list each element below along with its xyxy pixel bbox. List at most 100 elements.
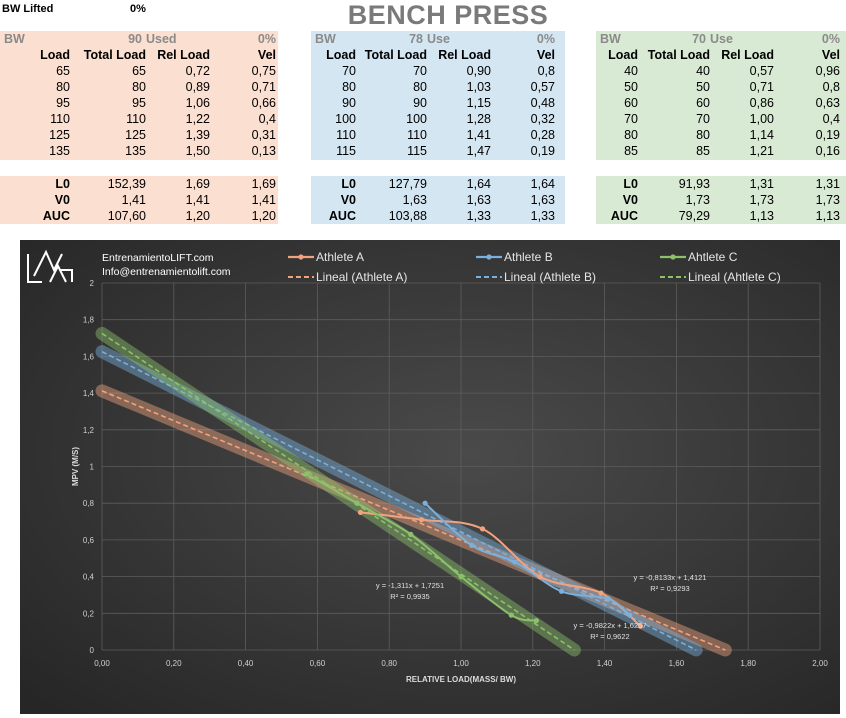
summary-cell: 1,64 (466, 177, 491, 191)
y-tick-label: 1,6 (83, 352, 95, 361)
bw-value: 78 (409, 32, 423, 46)
table-cell: 40 (696, 64, 710, 78)
summary-row: AUC 79,29 1,13 1,13 (596, 208, 846, 224)
summary-cell: 127,79 (388, 177, 427, 191)
summary-label: V0 (622, 193, 638, 207)
table-row: 70 70 0,90 0,8 (311, 63, 565, 79)
table-cell: 1,41 (466, 128, 491, 142)
x-tick-label: 0,00 (94, 659, 110, 668)
legend-trend-label: Lineal (Athlete A) (316, 270, 407, 284)
table-cell: 0,16 (815, 144, 840, 158)
table-cell: 90 (413, 96, 427, 110)
table-row: 65 65 0,72 0,75 (0, 63, 278, 79)
table-cell: 100 (406, 112, 427, 126)
table-row: 70 70 1,00 0,4 (596, 111, 846, 127)
summary-cell: 91,93 (678, 177, 710, 191)
data-point (418, 517, 425, 523)
summary-cell: 79,29 (678, 209, 710, 223)
y-tick-label: 0,4 (83, 573, 95, 582)
x-tick-label: 1,00 (453, 659, 469, 668)
table-cell: 0,4 (258, 112, 276, 126)
data-point (458, 574, 464, 580)
table-row: 80 80 1,03 0,57 (311, 79, 565, 95)
table-cell: 125 (49, 128, 70, 142)
x-tick-label: 1,60 (669, 659, 685, 668)
table-cell: 1,28 (466, 112, 491, 126)
bw-lifted-value: 0% (130, 3, 146, 15)
y-tick-label: 1,8 (83, 316, 95, 325)
x-tick-label: 1,40 (597, 659, 613, 668)
table-athlete-1: BW 90 Used 0% Load Total Load Rel Load Vel 65 65 0… (0, 31, 278, 224)
table-cell: 65 (132, 64, 146, 78)
column-header: Vel (821, 48, 840, 62)
column-header: Vel (536, 48, 555, 62)
summary-row: L0 152,39 1,69 1,69 (0, 176, 278, 192)
used-label: Use (427, 32, 450, 46)
table-cell: 70 (413, 64, 427, 78)
chart-svg: 0,00 0,20 0,40 0,60 0,80 1,00 1,20 1,40 1,60 1,80… (20, 240, 840, 714)
x-axis-label: RELATIVE LOAD(MASS/ BW) (406, 675, 516, 684)
summary-cell: 1,73 (749, 193, 774, 207)
column-header: Vel (257, 48, 276, 62)
brand-website: EntrenamientoLIFT.com (102, 252, 214, 264)
summary-label: L0 (623, 177, 638, 191)
table-cell: 95 (132, 96, 146, 110)
table-cell: 0,96 (815, 64, 840, 78)
data-point (627, 612, 633, 618)
table-row: 60 60 0,86 0,63 (596, 95, 846, 111)
used-pct: 0% (821, 32, 840, 46)
x-tick-label: 0,80 (381, 659, 397, 668)
x-tick-label: 1,20 (525, 659, 541, 668)
table-cell: 0,13 (251, 144, 276, 158)
table-cell: 1,06 (185, 96, 210, 110)
data-point (598, 590, 604, 596)
table-row: 135 135 1,50 0,13 (0, 143, 278, 159)
trend-r-squared: R² = 0,9935 (390, 592, 429, 601)
x-tick-label: 0,40 (238, 659, 254, 668)
table-cell: 0,8 (537, 64, 555, 78)
data-point (605, 596, 611, 602)
table-cell: 125 (125, 128, 146, 142)
chart-grid (101, 282, 821, 651)
summary-cell: 1,13 (749, 209, 774, 223)
brand-logo (27, 249, 73, 283)
summary-cell: 1,20 (185, 209, 210, 223)
summary-cell: 1,63 (402, 193, 427, 207)
table-cell: 1,50 (185, 144, 210, 158)
summary-cell: 1,73 (685, 193, 710, 207)
summary-cell: 107,60 (107, 209, 146, 223)
table-row: 95 95 1,06 0,66 (0, 95, 278, 111)
data-points (304, 471, 644, 629)
table-header-row: BW 70 Use 0% (596, 31, 846, 47)
chart-background (20, 240, 840, 714)
table-summary-block: L0 152,39 1,69 1,69 V0 1,41 1,41 1,41 AUC 107,60 1… (0, 176, 278, 224)
summary-cell: 1,69 (185, 177, 210, 191)
y-tick-label: 0,8 (83, 499, 95, 508)
data-point (533, 618, 539, 624)
page-title: BENCH PRESS (347, 0, 549, 30)
bw-label: BW (600, 32, 621, 46)
y-tick-label: 0,2 (83, 609, 95, 618)
data-point (558, 588, 565, 594)
data-point (479, 526, 486, 532)
summary-cell: 1,64 (530, 177, 555, 191)
table-row: 110 110 1,41 0,28 (311, 127, 565, 143)
summary-cell: 1,41 (121, 193, 146, 207)
y-axis-label: MPV (M/S) (71, 447, 80, 486)
table-row: 125 125 1,39 0,31 (0, 127, 278, 143)
bw-value: 90 (128, 32, 142, 46)
table-cell: 135 (125, 144, 146, 158)
table-cell: 135 (49, 144, 70, 158)
y-tick-label: 2 (90, 279, 95, 288)
data-point (512, 559, 518, 565)
table-cell: 80 (342, 80, 356, 94)
used-pct: 0% (536, 32, 555, 46)
column-header: Total Load (83, 48, 146, 62)
column-header: Rel Load (721, 48, 774, 62)
table-cell: 70 (342, 64, 356, 78)
table-row: 80 80 1,14 0,19 (596, 127, 846, 143)
data-point (354, 500, 360, 506)
table-cell: 70 (624, 112, 638, 126)
table-athlete-2: BW 78 Use 0% Load Total Load Rel Load Vel 70 70 0,… (311, 31, 565, 224)
table-columns-row: Load Total Load Rel Load Vel (0, 47, 278, 63)
